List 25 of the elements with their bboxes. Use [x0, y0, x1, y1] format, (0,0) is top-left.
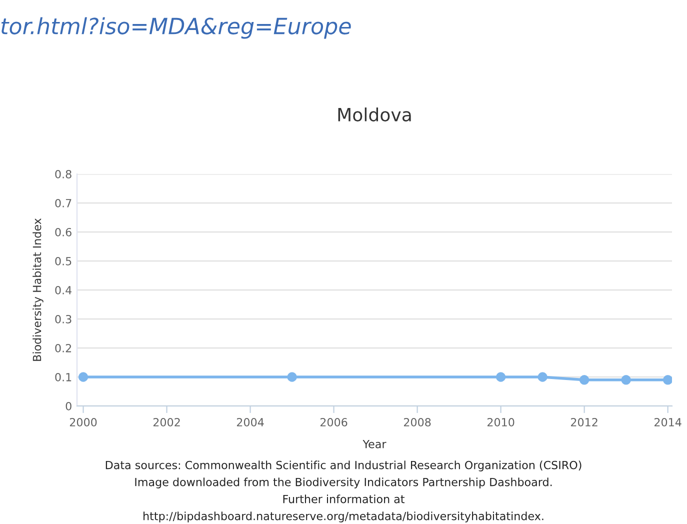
- y-tick-label: 0.3: [55, 314, 72, 324]
- y-tick-label: 0.1: [55, 372, 72, 382]
- y-tick-label: 0.8: [55, 170, 72, 178]
- y-tick-label: 0.7: [55, 198, 72, 208]
- text: tor.html?iso=MDA&reg=Europe: [1, 17, 351, 39]
- text: Image downloaded from the Biodiversity Indicators Partnership Dashboard.: [135, 478, 552, 488]
- x-tick-label: 2012: [570, 418, 598, 426]
- x-tick-label: 2008: [404, 418, 431, 426]
- x-tick-label: 2002: [153, 418, 180, 426]
- y-tick-label: 0.6: [55, 228, 72, 236]
- x-tick-label: 2014: [654, 418, 682, 426]
- y-tick-label: 0.4: [55, 286, 72, 294]
- text: http://bipdashboard.natureserve.org/metadata/biodiversityhabitatindex.: [144, 512, 544, 522]
- text: Data sources: Commonwealth Scientific and Industrial Research Organization (CSIRO): [106, 460, 582, 472]
- y-tick-label: 0.5: [55, 256, 72, 266]
- x-tick-label: 2004: [236, 418, 264, 426]
- x-tick-label: 2000: [70, 418, 97, 426]
- x-axis-title: Year: [362, 440, 386, 448]
- x-tick-label: 2010: [487, 418, 514, 426]
- y-tick-label: 0.2: [55, 344, 72, 352]
- y-axis-title: Biodiversity Habitat Index: [32, 218, 44, 361]
- chart-title: Moldova: [338, 108, 411, 122]
- y-tick-label: 0: [66, 402, 72, 410]
- text: Further information at: [283, 494, 405, 504]
- x-tick-label: 2006: [320, 418, 348, 426]
